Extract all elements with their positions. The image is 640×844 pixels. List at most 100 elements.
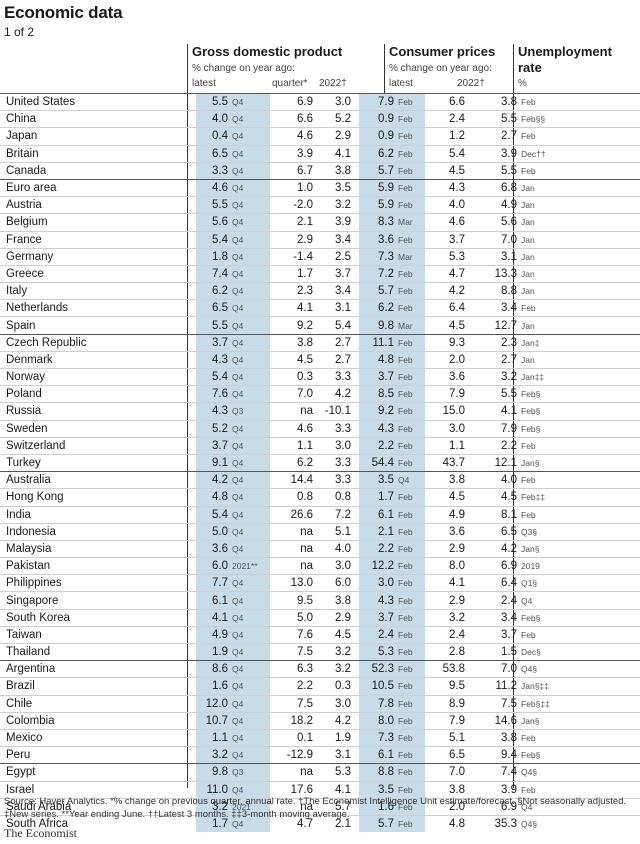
country-name: Canada	[0, 161, 188, 180]
column-gap	[465, 660, 473, 678]
cpi-latest-value: 54.4	[359, 453, 394, 472]
cpi-2022-value: 4.5	[425, 161, 465, 180]
column-gap	[351, 127, 359, 146]
gdp-2022-value: 3.5	[313, 178, 351, 197]
column-gap	[188, 453, 196, 472]
column-gap	[351, 728, 359, 747]
unemployment-value: 7.0	[473, 660, 517, 678]
country-name: Taiwan	[0, 625, 188, 644]
gdp-2022-value: 3.0	[313, 92, 351, 111]
column-gap	[351, 797, 359, 816]
table-row: United States 5.5 Q4 6.9 3.0 7.9 Feb 6.6 3.8 Feb	[0, 92, 640, 111]
gdp-latest-value: 3.7	[196, 333, 228, 352]
unemployment-period: Jan‡	[517, 333, 640, 352]
gdp-latest-period: Q4	[228, 350, 270, 369]
country-name: Switzerland	[0, 436, 188, 455]
unemployment-value: 6.4	[473, 574, 517, 592]
gdp-latest-value: 4.2	[196, 471, 228, 489]
gdp-quarter-value: 6.7	[270, 161, 313, 180]
column-gap	[465, 677, 473, 696]
table-row: South Korea 4.1 Q4 5.0 2.9 3.7 Feb 3.2 3.4 Feb§	[0, 608, 640, 627]
gdp-quarter-value: 6.6	[270, 110, 313, 128]
table-row: South Africa 1.7 Q4 4.7 2.1 5.7 Feb 4.8 35.3 Q4§	[0, 814, 640, 833]
cpi-latest-period: Feb	[394, 763, 425, 781]
country-name: Greece	[0, 264, 188, 283]
country-name: Belgium	[0, 213, 188, 231]
column-gap	[188, 591, 196, 610]
country-name: Brazil	[0, 677, 188, 696]
gdp-latest-period: Q3	[228, 763, 270, 781]
cpi-latest-value: 52.3	[359, 660, 394, 678]
cpi-latest-period: Feb	[394, 746, 425, 764]
cpi-latest-period: Feb	[394, 694, 425, 713]
cpi-2022-value: 4.3	[425, 178, 465, 197]
gdp-2022-value: 5.1	[313, 522, 351, 541]
cpi-latest-period: Mar	[394, 247, 425, 266]
table-row: Turkey 9.1 Q4 6.2 3.3 54.4 Feb 43.7 12.1 Jan§	[0, 453, 640, 472]
table-row: Poland 7.6 Q4 7.0 4.2 8.5 Feb 7.9 5.5 Feb§	[0, 385, 640, 403]
column-gap	[188, 127, 196, 146]
gdp-latest-value: 5.4	[196, 230, 228, 249]
cpi-2022-value: 5.4	[425, 144, 465, 163]
cpi-latest-period: Feb	[394, 110, 425, 128]
gdp-quarter-value: na	[270, 557, 313, 575]
column-gap	[465, 505, 473, 524]
cpi-2022-value: 1.1	[425, 436, 465, 455]
table-row: Hong Kong 4.8 Q4 0.8 0.8 1.7 Feb 4.5 4.5 Feb‡‡	[0, 488, 640, 506]
unemployment-value: 12.7	[473, 316, 517, 335]
country-name: Argentina	[0, 660, 188, 678]
unemployment-value: 3.9	[473, 144, 517, 163]
cpi-latest-value: 6.1	[359, 505, 394, 524]
cpi-latest-value: 2.2	[359, 539, 394, 558]
cpi-latest-period: Feb	[394, 196, 425, 214]
column-gap	[465, 625, 473, 644]
country-name: South Korea	[0, 608, 188, 627]
gdp-quarter-value: 13.0	[270, 574, 313, 592]
gdp-quarter-value: 4.1	[270, 299, 313, 317]
unemployment-value: 2.7	[473, 127, 517, 146]
unemployment-period: Q4§	[517, 660, 640, 678]
gdp-2022-value: 3.7	[313, 264, 351, 283]
cpi-latest-period: Feb	[394, 797, 425, 816]
gdp-2022-value: 2.5	[313, 247, 351, 266]
cpi-latest-period: Feb	[394, 642, 425, 661]
cpi-latest-value: 5.7	[359, 161, 394, 180]
gdp-quarter-value: 14.4	[270, 471, 313, 489]
cpi-latest-value: 3.7	[359, 608, 394, 627]
cpi-latest-value: 11.1	[359, 333, 394, 352]
gdp-latest-period: Q4	[228, 230, 270, 249]
cpi-2022-value: 43.7	[425, 453, 465, 472]
cpi-latest-period: Feb	[394, 728, 425, 747]
gdp-2022-value: 2.9	[313, 127, 351, 146]
cpi-2022-value: 3.8	[425, 780, 465, 799]
unemployment-value: 5.6	[473, 213, 517, 231]
unemployment-value: 3.8	[473, 92, 517, 111]
column-gap	[188, 316, 196, 335]
country-name: Philippines	[0, 574, 188, 592]
unemployment-period: Feb	[517, 625, 640, 644]
gdp-latest-period: Q4	[228, 333, 270, 352]
cpi-latest-value: 3.5	[359, 780, 394, 799]
column-gap	[465, 402, 473, 421]
gdp-latest-value: 4.3	[196, 402, 228, 421]
table-row: Switzerland 3.7 Q4 1.1 3.0 2.2 Feb 1.1 2.2 Feb	[0, 436, 640, 455]
column-gap	[351, 299, 359, 317]
column-gap	[351, 557, 359, 575]
gdp-latest-value: 7.4	[196, 264, 228, 283]
column-gap	[465, 522, 473, 541]
gdp-latest-value: 4.1	[196, 608, 228, 627]
gdp-latest-period: Q4	[228, 436, 270, 455]
column-gap	[351, 230, 359, 249]
unemployment-period: Feb	[517, 299, 640, 317]
column-gap	[465, 213, 473, 231]
gdp-latest-period: Q4	[228, 677, 270, 696]
column-gap	[351, 196, 359, 214]
gdp-latest-period: Q4	[228, 127, 270, 146]
column-gap	[188, 625, 196, 644]
column-gap	[465, 230, 473, 249]
gdp-latest-value: 5.6	[196, 213, 228, 231]
gdp-2022-value: 3.4	[313, 230, 351, 249]
unemployment-value: 3.8	[473, 728, 517, 747]
unemployment-value: 35.3	[473, 814, 517, 833]
gdp-latest-value: 5.5	[196, 196, 228, 214]
